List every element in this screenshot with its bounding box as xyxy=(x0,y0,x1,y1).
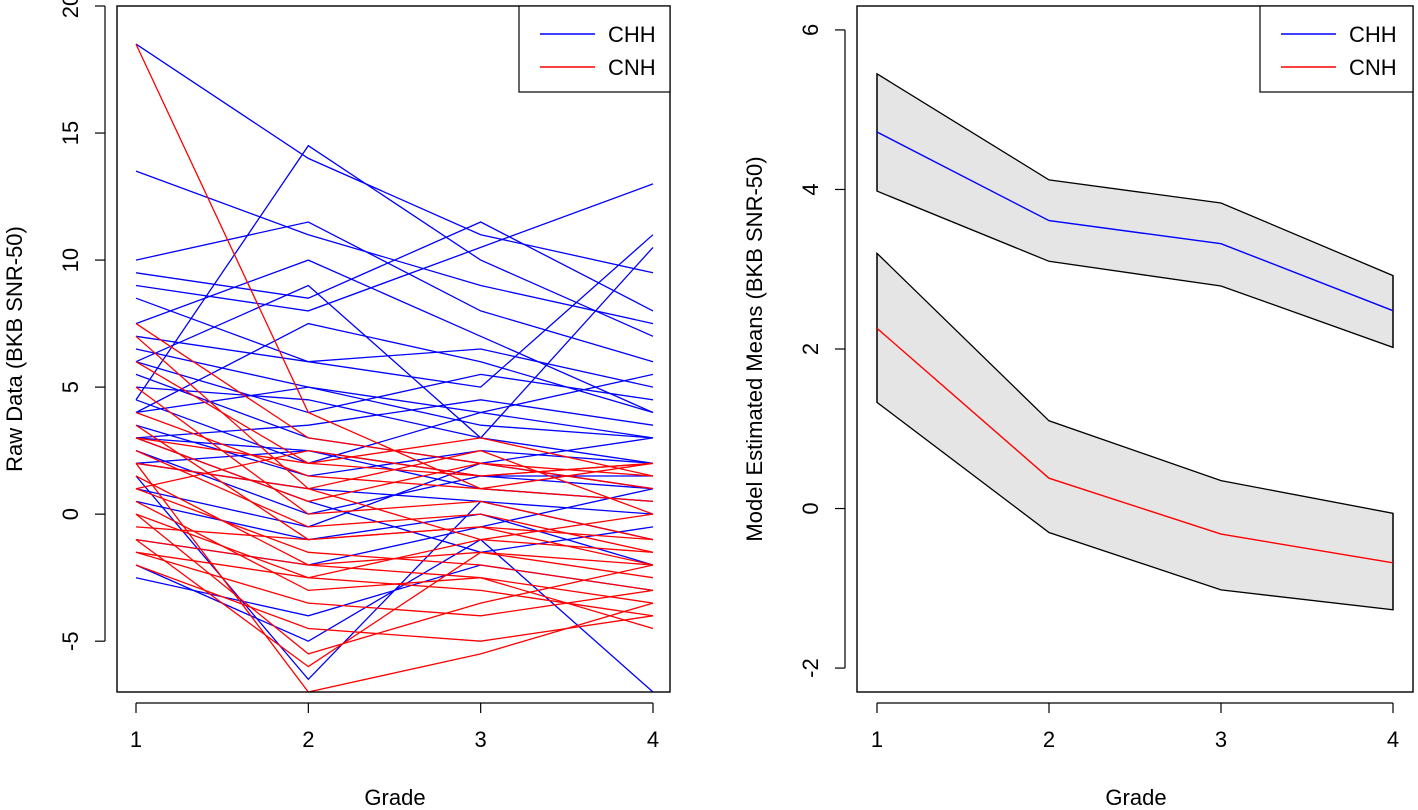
y-tick-label: -5 xyxy=(58,631,83,651)
model-means-panel: 1 2 3 4 -2 0 2 4 6 Grade Model Estimated Means … xyxy=(742,5,1414,810)
line-cnh-22 xyxy=(135,513,654,655)
y-tick-label: 0 xyxy=(58,508,83,520)
line-chh-6 xyxy=(135,259,654,414)
x-tick-label: 3 xyxy=(1215,727,1227,752)
line-chh-4 xyxy=(135,183,654,312)
line-chh-23 xyxy=(135,144,654,401)
band-chh xyxy=(876,72,1394,349)
x-tick-label: 4 xyxy=(1387,727,1399,752)
legend-chh-label: CHH xyxy=(608,22,656,47)
y-tick-label: 20 xyxy=(58,0,83,18)
line-chh-1 xyxy=(135,170,654,325)
mean-line-cnh xyxy=(876,327,1394,564)
x-tick-label: 1 xyxy=(130,727,142,752)
y-axis-label: Raw Data (BKB SNR-50) xyxy=(2,226,27,472)
x-tick-label: 2 xyxy=(302,727,314,752)
line-cnh-9 xyxy=(135,462,654,541)
line-cnh-13 xyxy=(135,513,654,617)
line-chh-2 xyxy=(135,221,654,363)
line-cnh-18 xyxy=(135,539,654,668)
legend-cnh-label: CNH xyxy=(608,55,656,80)
x-axis-label: Grade xyxy=(364,785,425,810)
plot-frame xyxy=(856,5,1414,693)
line-chh-5 xyxy=(135,297,654,388)
line-cnh-2 xyxy=(135,335,654,515)
y-tick-label: 6 xyxy=(798,24,823,36)
legend-box xyxy=(1259,5,1414,93)
line-cnh-19 xyxy=(135,462,654,693)
line-chh-7 xyxy=(135,234,654,388)
line-chh-28 xyxy=(135,322,654,414)
line-chh-18 xyxy=(135,437,654,528)
plot-frame xyxy=(116,5,671,693)
line-chh-11 xyxy=(135,386,654,464)
x-tick-label: 1 xyxy=(871,727,883,752)
x-tick-label: 2 xyxy=(1043,727,1055,752)
legend-box xyxy=(518,5,671,93)
y-tick-label: 4 xyxy=(798,183,823,195)
y-tick-label: 2 xyxy=(798,343,823,355)
line-cnh-20 xyxy=(135,449,654,490)
line-chh-21 xyxy=(135,538,654,693)
line-chh-0 xyxy=(135,43,654,274)
line-chh-25 xyxy=(135,399,654,439)
y-tick-label: 0 xyxy=(798,502,823,514)
y-tick-label: 10 xyxy=(58,248,83,272)
y-tick-label: 15 xyxy=(58,121,83,145)
line-chh-24 xyxy=(135,246,654,439)
x-tick-label: 3 xyxy=(475,727,487,752)
x-axis-label: Grade xyxy=(1105,785,1166,810)
line-chh-13 xyxy=(135,386,654,439)
legend: CHH CNH xyxy=(1259,5,1414,93)
line-cnh-23 xyxy=(135,538,654,579)
y-axis-label: Model Estimated Means (BKB SNR-50) xyxy=(742,156,767,541)
legend: CHH CNH xyxy=(518,5,671,93)
x-tick-label: 4 xyxy=(647,727,659,752)
y-tick-label: 5 xyxy=(58,381,83,393)
line-cnh-21 xyxy=(135,437,654,477)
line-chh-3 xyxy=(135,221,654,312)
legend-chh-label: CHH xyxy=(1349,22,1397,47)
legend-cnh-label: CNH xyxy=(1349,55,1397,80)
line-cnh-14 xyxy=(135,526,654,541)
raw-data-panel: 1 2 3 4 -5 0 5 10 15 20 Grade Raw Data (BKB SNR-… xyxy=(2,0,671,810)
mean-line-chh xyxy=(876,131,1394,312)
y-tick-label: -2 xyxy=(798,658,823,678)
